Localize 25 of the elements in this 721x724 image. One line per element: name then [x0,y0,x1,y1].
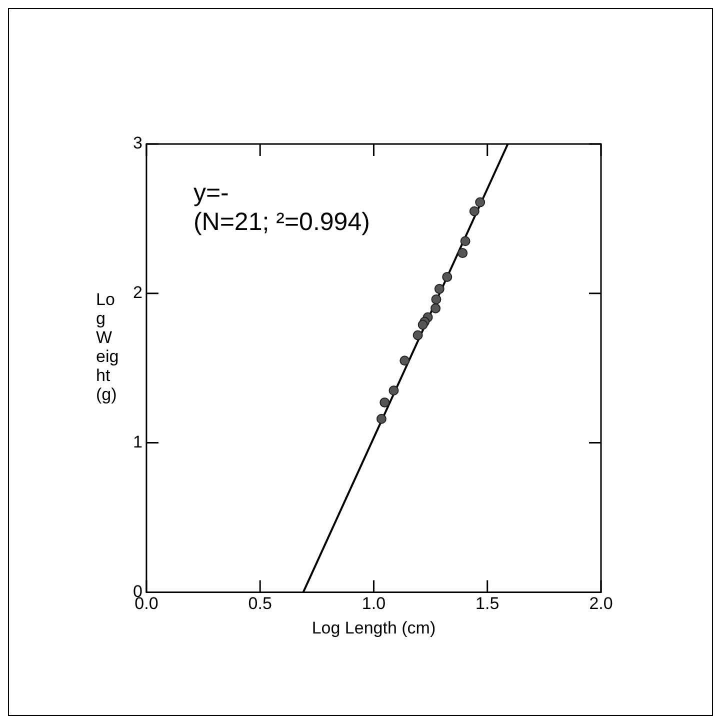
point [388,386,399,396]
point [431,294,442,304]
point [418,320,428,330]
point [434,284,444,294]
y-tick-label: 2 [132,283,142,302]
x-tick-label: 2.0 [589,594,613,614]
point [376,414,386,424]
annotation: y=- [193,179,229,207]
point [430,303,441,314]
annotation: (N=21; ²=0.994) [193,208,370,236]
x-tick-label: 1.0 [362,594,386,614]
point [458,248,468,258]
x-tick-label: 1.5 [476,594,500,614]
point [460,236,470,246]
point [412,330,423,340]
y-axis-title: Log Weight (g) [96,290,120,404]
x-axis-title: Log Length (cm) [312,618,436,638]
point [400,356,410,366]
point [442,272,452,282]
x-tick-label: 0.5 [248,594,272,614]
point [475,197,486,208]
point [380,397,390,408]
point [469,206,480,216]
y-tick-label: 1 [132,432,142,452]
y-tick-label: 3 [132,134,142,153]
